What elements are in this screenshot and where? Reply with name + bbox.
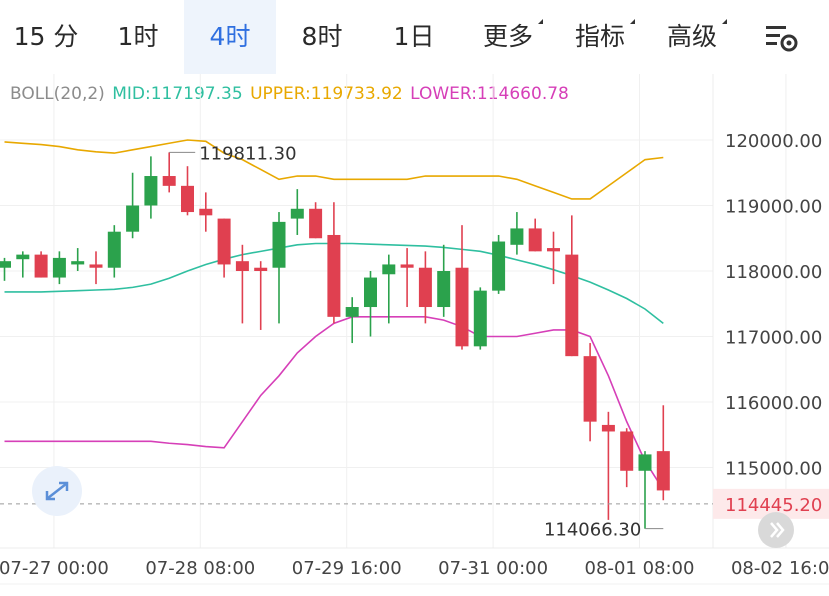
x-tick-label: 07-31 00:00 — [438, 558, 548, 579]
candle-body — [144, 176, 158, 206]
tab-4-hour[interactable]: 4时 — [184, 0, 276, 74]
boll-upper-line — [4, 139, 664, 200]
dropdown-caret-icon — [630, 19, 635, 24]
candle-body — [327, 234, 341, 317]
indicators-dropdown[interactable]: 指标 — [554, 0, 646, 74]
y-tick-label: 120000.00 — [725, 131, 822, 152]
candle-body — [235, 261, 249, 271]
candle-body — [181, 185, 194, 213]
candle-body — [52, 257, 66, 278]
candle-body — [272, 221, 286, 268]
x-tick-label: 08-02 16:00 — [731, 558, 829, 579]
indicators-label: 指标 — [574, 22, 625, 51]
candle-body — [638, 454, 652, 471]
x-tick-label: 08-01 08:00 — [585, 558, 695, 579]
candle-body — [601, 424, 615, 432]
timeframe-toolbar: 15 分 1时 4时 8时 1日 更多 指标 高级 — [0, 0, 829, 74]
y-tick-label: 119000.00 — [725, 197, 822, 218]
x-tick-label: 07-28 08:00 — [145, 558, 255, 579]
boll-upper-value: UPPER:119733.92 — [250, 84, 403, 104]
y-tick-label: 118000.00 — [725, 262, 822, 283]
advanced-dropdown[interactable]: 高级 — [646, 0, 738, 74]
tab-8-hour[interactable]: 8时 — [301, 22, 343, 51]
low-price-label: 114066.30 — [544, 520, 641, 541]
candle-body — [107, 231, 121, 268]
candle-body — [34, 254, 48, 278]
boll-legend: BOLL(20,2) MID:117197.35 UPPER:119733.92… — [10, 84, 571, 104]
candle-body — [345, 307, 359, 317]
candle-body — [400, 264, 414, 268]
x-tick-label: 07-29 16:00 — [292, 558, 402, 579]
advanced-label: 高级 — [666, 22, 717, 51]
candle-body — [656, 451, 670, 491]
expand-chart-button[interactable] — [32, 466, 82, 516]
double-chevron-right-icon — [770, 522, 785, 538]
y-tick-label: 115000.00 — [725, 459, 822, 480]
candle-body — [455, 267, 469, 347]
dropdown-caret-icon — [722, 19, 727, 24]
boll-lower-line — [4, 316, 664, 491]
candle-body — [126, 205, 140, 232]
candle-body — [565, 254, 579, 357]
candle-body — [364, 277, 377, 308]
tab-1-hour[interactable]: 1时 — [117, 22, 159, 51]
current-price-label: 114445.20 — [725, 495, 822, 516]
candle-body — [492, 241, 506, 291]
candle-body — [16, 254, 30, 260]
candle-body — [254, 267, 268, 271]
tab-15-minutes[interactable]: 15 分 — [13, 22, 79, 51]
candle-body — [0, 261, 11, 268]
more-label: 更多 — [482, 22, 533, 51]
candle-body — [510, 228, 524, 245]
candle-body — [583, 356, 597, 422]
expand-arrows-icon — [45, 481, 69, 501]
candle-body — [382, 264, 396, 275]
y-tick-label: 117000.00 — [725, 328, 822, 349]
boll-lower-value: LOWER:114660.78 — [410, 84, 569, 104]
high-price-label: 119811.30 — [199, 143, 296, 164]
candle-body — [309, 208, 323, 239]
candle-body — [290, 208, 304, 219]
candle-body — [217, 218, 231, 265]
more-dropdown[interactable]: 更多 — [462, 0, 554, 74]
candle-body — [199, 208, 213, 216]
candlestick-chart[interactable]: 120000.00 119000.00 118000.00 117000.00 1160… — [0, 74, 829, 596]
dropdown-caret-icon — [538, 19, 543, 24]
boll-indicator-name: BOLL(20,2) — [10, 84, 105, 104]
candle-body — [473, 290, 487, 347]
candle-body — [620, 431, 634, 471]
candle-body — [162, 176, 176, 186]
candle-body — [89, 264, 103, 268]
chart-settings-icon[interactable] — [762, 20, 800, 54]
tab-1-day[interactable]: 1日 — [393, 22, 435, 51]
candle-body — [71, 261, 85, 265]
candle-body — [437, 271, 451, 308]
candle-body — [418, 267, 432, 308]
scroll-to-latest-button[interactable] — [758, 512, 794, 548]
x-tick-label: 07-27 00:00 — [0, 558, 109, 579]
candle-body — [528, 228, 542, 252]
y-tick-label: 116000.00 — [725, 393, 822, 414]
candle-body — [547, 248, 560, 252]
boll-mid-value: MID:117197.35 — [112, 84, 243, 104]
